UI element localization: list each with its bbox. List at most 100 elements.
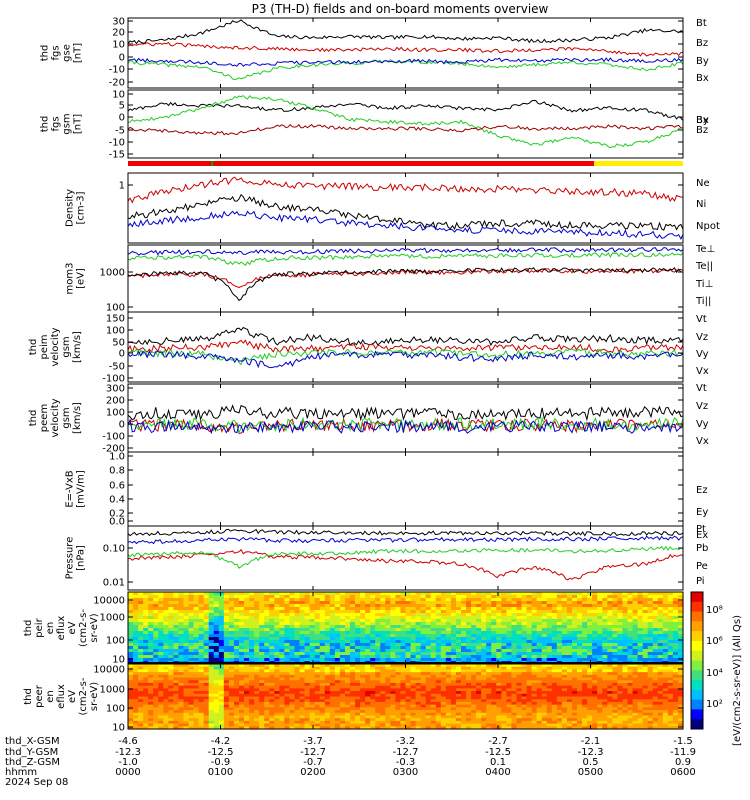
spectro-cell [430, 607, 437, 611]
spectro-cell [143, 655, 149, 659]
spectro-cell [592, 604, 598, 608]
spectro-cell [143, 701, 149, 706]
spectro-cell [173, 619, 180, 623]
spectro-cell [592, 592, 598, 596]
y-axis-label: mom3[eV] [65, 263, 87, 295]
spectro-cell [536, 655, 543, 659]
spectro-cell [572, 631, 578, 635]
spectro-cell [430, 649, 437, 653]
spectro-cell [390, 613, 397, 617]
spectro-cell [577, 646, 583, 650]
spectro-cell [435, 672, 442, 676]
spectro-cell [168, 595, 175, 599]
spectro-cell [390, 652, 397, 656]
spectro-cell [506, 616, 513, 620]
spectro-cell [632, 634, 639, 638]
spectro-cell [471, 720, 477, 725]
y-axis-label: thdpeemvelocitygsm[km/s] [28, 398, 83, 437]
spectro-cell [153, 701, 159, 706]
spectro-cell [390, 723, 397, 727]
spectro-cell [218, 640, 225, 644]
spectro-cell [138, 640, 144, 644]
spectro-cell [350, 710, 356, 714]
spectro-cell [239, 718, 245, 722]
spectro-cell [405, 631, 412, 635]
spectro-cell [279, 616, 286, 620]
spectro-cell [183, 652, 190, 656]
spectro-cell [244, 701, 250, 706]
spectro-cell [344, 666, 351, 671]
spectro-cell [592, 640, 598, 644]
spectro-cell [602, 598, 608, 602]
spectro-cell [652, 592, 659, 596]
spectro-cell [304, 696, 311, 700]
spectro-cell [319, 619, 326, 623]
spectro-cell [622, 610, 629, 614]
spectro-cell [143, 674, 149, 679]
spectro-cell [435, 720, 442, 725]
spectro-cell [218, 601, 225, 605]
spectro-cell [153, 691, 159, 695]
spectro-cell [370, 715, 376, 719]
spectro-cell [188, 604, 195, 608]
spectro-cell [405, 704, 412, 708]
spectro-cell [592, 634, 598, 638]
spectro-cell [339, 726, 346, 730]
spectro-cell [440, 680, 447, 684]
spectro-cell [546, 677, 553, 681]
spectro-cell [233, 592, 240, 596]
spectro-cell [521, 595, 528, 599]
spectro-cell [244, 646, 250, 650]
spectro-cell [466, 604, 472, 608]
spectro-cell [395, 622, 402, 626]
spectro-cell [380, 613, 386, 617]
spectro-cell [319, 622, 326, 626]
spectro-cell [476, 718, 482, 722]
spectro-cell [233, 625, 240, 629]
spectro-cell [541, 720, 548, 725]
spectro-cell [183, 634, 190, 638]
spectro-cell [279, 699, 286, 703]
spectro-cell [455, 610, 462, 614]
spectro-cell [566, 707, 573, 711]
spectro-cell [395, 680, 402, 684]
spectro-cell [218, 619, 225, 623]
spectro-cell [355, 688, 361, 692]
spectro-cell [536, 699, 543, 703]
spectro-cell [294, 688, 301, 692]
spectro-cell [188, 677, 195, 681]
series-line-bt [127, 19, 684, 45]
spectro-cell [344, 723, 351, 727]
spectro-cell [491, 607, 497, 611]
spectro-cell [223, 607, 230, 611]
spectro-cell [259, 601, 265, 605]
spectro-cell [677, 637, 684, 641]
spectro-cell [627, 616, 634, 620]
spectro-cell [355, 625, 361, 629]
spectro-cell [566, 607, 573, 611]
spectro-cell [148, 699, 154, 703]
spectro-cell [183, 595, 190, 599]
spectro-cell [440, 677, 447, 681]
spectro-cell [657, 595, 664, 599]
spectro-cell [486, 598, 492, 602]
spectro-cell [415, 604, 422, 608]
spectro-cell [188, 707, 195, 711]
spectro-cell [329, 664, 336, 668]
spectro-cell [415, 640, 422, 644]
spectro-cell [203, 691, 210, 695]
spectro-cell [344, 685, 351, 689]
spectro-cell [400, 726, 407, 730]
spectro-cell [309, 688, 316, 692]
spectro-cell [450, 604, 457, 608]
spectro-cell [203, 696, 210, 700]
spectro-cell [380, 604, 386, 608]
spectro-cell [344, 640, 351, 644]
spectro-cell [239, 652, 245, 656]
spectro-cell [233, 595, 240, 599]
spectro-cell [163, 710, 169, 714]
spectro-cell [173, 696, 180, 700]
spectro-cell [143, 619, 149, 623]
spectro-cell [577, 613, 583, 617]
spectro-cell [556, 613, 563, 617]
